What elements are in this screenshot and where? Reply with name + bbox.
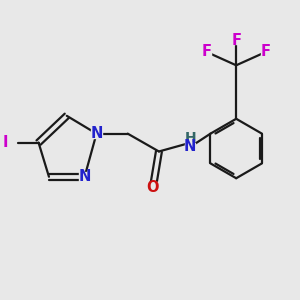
Bar [231,36,241,44]
Bar [0,138,11,147]
Text: N: N [78,169,91,184]
Text: O: O [147,180,159,195]
Text: N: N [90,126,103,141]
Text: H: H [184,131,196,145]
Bar [147,182,159,192]
Bar [79,172,90,182]
Text: F: F [261,44,271,59]
Bar [202,48,211,56]
Bar [186,135,194,142]
Bar [91,129,102,138]
Text: F: F [202,44,212,59]
Text: F: F [231,32,241,47]
Bar [185,142,195,152]
Text: N: N [184,139,196,154]
Bar [261,48,271,56]
Text: I: I [3,135,9,150]
